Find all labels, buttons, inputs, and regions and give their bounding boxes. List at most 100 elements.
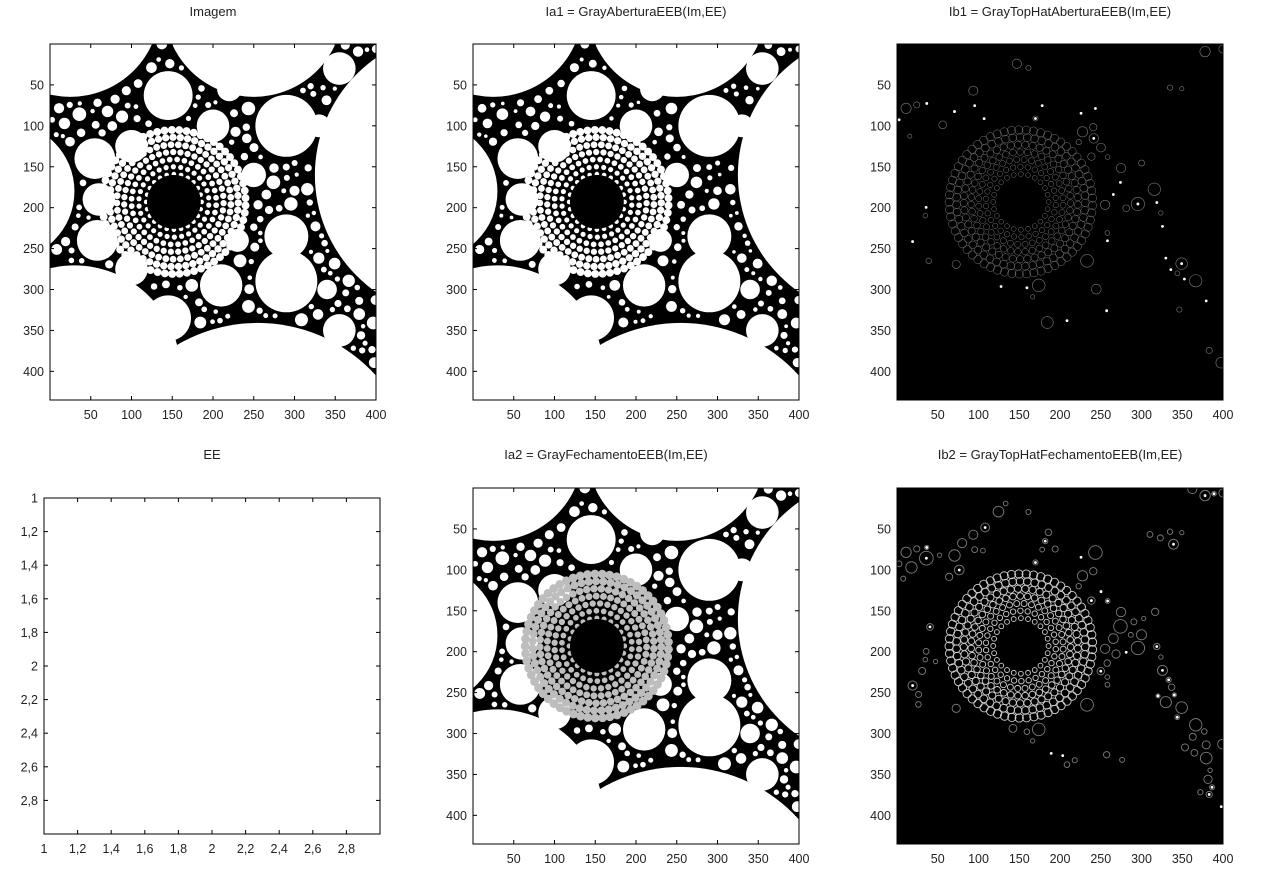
tophat-edge [1050, 688, 1059, 697]
image-disk [50, 138, 75, 245]
image-disk [785, 341, 791, 346]
tophat-edge [1011, 233, 1018, 240]
image-disk [608, 675, 615, 681]
image-disk [564, 229, 571, 236]
image-disk [569, 677, 577, 685]
tophat-edge [977, 227, 985, 236]
image-disk [147, 137, 156, 146]
image-disk [556, 548, 562, 553]
image-disk [307, 83, 314, 90]
image-disk [663, 208, 672, 217]
image-disk [543, 637, 551, 645]
tophat-edge [1088, 193, 1097, 203]
image-disk [234, 165, 242, 174]
tophat-bright-spot [1155, 201, 1159, 204]
tophat-edge [1004, 231, 1011, 238]
image-disk [648, 630, 657, 638]
image-disk [619, 257, 627, 265]
tophat-edge [1038, 227, 1045, 234]
image-disk [473, 488, 576, 541]
image-disk [595, 44, 759, 97]
image-disk [655, 628, 664, 637]
image-disk [666, 124, 673, 131]
image-disk [680, 216, 686, 222]
image-disk [633, 257, 642, 266]
image-disk [699, 205, 706, 212]
image-disk [197, 222, 203, 228]
tophat-edge [1025, 677, 1032, 684]
tophat-edge [1031, 618, 1038, 625]
image-disk [557, 79, 565, 88]
image-disk [247, 275, 253, 280]
image-disk [605, 268, 614, 277]
tophat-edge [1174, 270, 1180, 276]
image-disk [605, 570, 614, 580]
y-tick-label: 400 [446, 809, 467, 823]
image-disk [734, 222, 743, 231]
tophat-edge [1058, 209, 1066, 216]
image-disk [234, 230, 243, 238]
image-disk [528, 201, 537, 209]
image-disk [548, 233, 556, 241]
tophat-edge [978, 166, 986, 175]
image-disk [757, 300, 765, 307]
image-disk [607, 594, 615, 602]
image-disk [791, 789, 799, 798]
tophat-bright-spot [1182, 277, 1186, 281]
y-tick-label: 1,6 [21, 592, 38, 606]
image-disk [195, 233, 202, 240]
image-disk [155, 253, 163, 261]
image-disk [544, 194, 551, 201]
tophat-edge [980, 522, 990, 533]
image-disk [175, 241, 181, 248]
tophat-edge [915, 691, 923, 698]
image-disk [783, 768, 789, 773]
image-disk [140, 238, 148, 245]
tophat-edge [1087, 208, 1097, 218]
image-disk [319, 233, 325, 239]
tophat-edge [1175, 257, 1188, 270]
tophat-edge [1067, 247, 1077, 257]
image-disk [226, 242, 235, 251]
image-disk [640, 761, 646, 768]
image-disk [681, 231, 686, 235]
image-disk [169, 255, 177, 263]
image-disk [528, 704, 537, 713]
image-disk [582, 601, 589, 609]
image-disk [602, 65, 607, 71]
image-disk [555, 694, 564, 703]
image-disk [571, 251, 579, 259]
image-disk [128, 203, 135, 209]
image-disk [182, 247, 189, 254]
image-disk [686, 313, 691, 318]
tophat-bright-spot [953, 110, 956, 113]
x-tick-label: 1,2 [69, 842, 86, 856]
tophat-edge [994, 185, 1000, 191]
tophat-edge [976, 653, 984, 661]
image-disk [621, 85, 628, 92]
image-disk [631, 610, 639, 617]
image-disk [663, 652, 673, 662]
image-disk [212, 209, 218, 216]
image-disk [541, 603, 550, 612]
image-disk [625, 697, 634, 706]
image-disk [612, 681, 619, 688]
image-disk [599, 577, 608, 586]
image-disk [264, 205, 274, 215]
tophat-edge [1215, 356, 1223, 369]
x-tick-label: 300 [707, 408, 728, 422]
image-disk [623, 168, 630, 175]
image-disk [583, 247, 590, 254]
image-background [897, 44, 1223, 400]
image-center-hole [569, 175, 624, 229]
image-disk [661, 623, 671, 632]
image-disk [632, 591, 642, 600]
image-disk [114, 165, 122, 174]
tophat-edge [1003, 167, 1010, 173]
tophat-edge [1021, 125, 1031, 135]
tophat-edge [1017, 163, 1024, 170]
image-disk [146, 146, 154, 154]
image-disk [219, 239, 227, 248]
tophat-edge [1042, 185, 1048, 191]
tophat-edge [944, 641, 954, 651]
